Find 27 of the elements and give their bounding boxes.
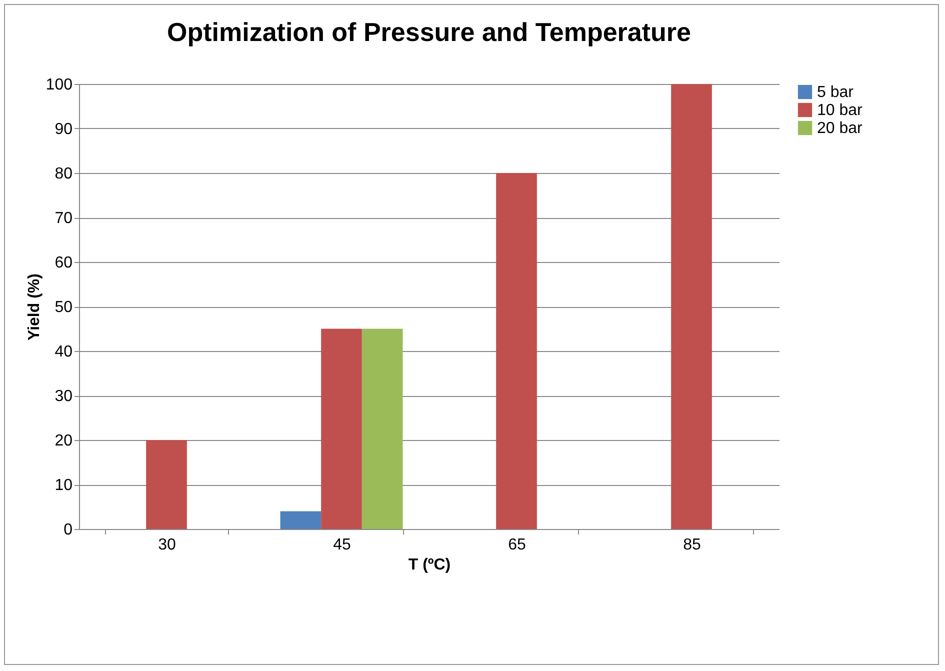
bar xyxy=(362,328,403,529)
y-tick-label: 70 xyxy=(54,210,73,227)
x-tick-label: 30 xyxy=(158,536,176,554)
y-tick-label: 40 xyxy=(54,344,73,360)
y-tick-label: 10 xyxy=(54,477,73,494)
x-tick-label: 45 xyxy=(333,536,351,554)
legend-label: 5 bar xyxy=(817,84,854,101)
y-tick-label: 90 xyxy=(54,121,73,138)
y-tick-label: 0 xyxy=(64,522,73,538)
x-tick-label: 85 xyxy=(683,536,701,554)
bar xyxy=(671,84,712,529)
bar xyxy=(146,440,187,529)
x-tick-label: 65 xyxy=(508,536,526,554)
legend-label: 10 bar xyxy=(817,102,864,119)
y-tick-label: 80 xyxy=(54,166,73,182)
y-tick-label: 50 xyxy=(54,299,73,316)
legend-label: 20 bar xyxy=(817,120,864,137)
y-tick-label: 60 xyxy=(54,254,73,272)
bar xyxy=(321,328,362,529)
y-tick-label: 100 xyxy=(46,76,73,94)
y-axis-title: Yield (%) xyxy=(26,274,43,340)
bar xyxy=(280,511,322,529)
x-axis-title: T (ºC) xyxy=(408,556,451,574)
y-tick-label: 30 xyxy=(54,388,73,405)
y-tick-label: 20 xyxy=(54,432,73,450)
bar xyxy=(496,173,537,529)
chart-title: Optimization of Pressure and Temperature xyxy=(167,17,691,47)
